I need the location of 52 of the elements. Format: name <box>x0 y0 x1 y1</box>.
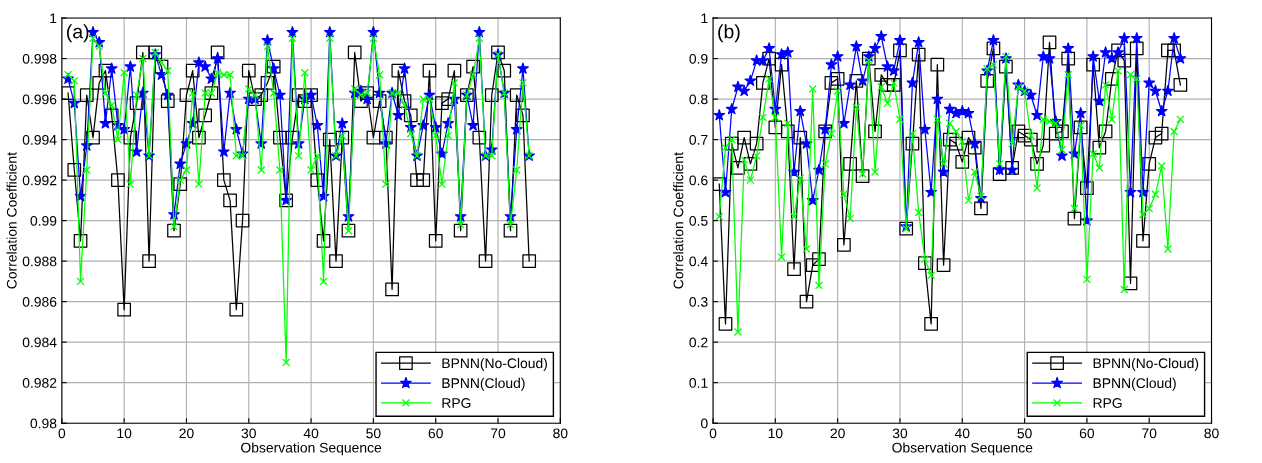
y-axis-title: Correlation Coefficient <box>673 152 684 289</box>
x-tick-label: 80 <box>553 428 568 439</box>
legend-label: RPG <box>1093 398 1122 408</box>
y-tick-label: 0.998 <box>22 53 57 64</box>
annotation: (a) <box>67 24 89 43</box>
legend-label: RPG <box>442 398 471 408</box>
x-tick-label: 0 <box>709 428 717 439</box>
legend-label: BPNN(Cloud) <box>442 377 525 391</box>
y-tick-label: 0.9 <box>689 53 708 64</box>
y-tick-label: 0.988 <box>22 256 57 267</box>
legend-label: BPNN(Cloud) <box>1093 377 1176 391</box>
x-tick-label: 60 <box>428 428 443 439</box>
y-tick-label: 0.5 <box>689 215 708 226</box>
y-tick-label: 0.984 <box>22 337 57 348</box>
x-tick-label: 70 <box>1142 428 1157 439</box>
x-axis-title: Observation Sequence <box>892 442 1033 456</box>
x-tick-label: 40 <box>303 428 319 439</box>
y-tick-label: 0.4 <box>689 256 708 267</box>
y-tick-label: 0.7 <box>689 134 708 145</box>
legend-label: BPNN(No-Cloud) <box>1093 357 1199 371</box>
legend-label: BPNN(No-Cloud) <box>442 357 547 371</box>
x-tick-label: 20 <box>830 428 845 439</box>
x-tick-label: 10 <box>768 428 783 439</box>
y-tick-label: 0.986 <box>22 296 57 307</box>
y-tick-label: 0.99 <box>30 215 57 226</box>
y-tick-label: 1 <box>701 13 708 24</box>
x-tick-label: 50 <box>366 428 381 439</box>
x-tick-label: 80 <box>1204 428 1219 439</box>
y-tick-label: 0.992 <box>22 175 57 186</box>
x-tick-label: 30 <box>892 428 908 439</box>
y-tick-label: 0.982 <box>22 378 57 388</box>
x-tick-label: 70 <box>491 428 506 439</box>
x-tick-label: 30 <box>241 428 256 439</box>
x-tick-label: 0 <box>58 428 66 439</box>
annotation: (b) <box>718 24 740 43</box>
y-tick-label: 1 <box>50 13 57 24</box>
y-tick-label: 0.2 <box>689 337 708 348</box>
y-tick-label: 0.996 <box>22 94 57 105</box>
x-tick-label: 20 <box>179 428 194 439</box>
y-tick-label: 0.98 <box>30 418 57 429</box>
y-tick-label: 0.994 <box>22 134 57 145</box>
y-tick-label: 0.8 <box>689 94 708 105</box>
x-axis-title: Observation Sequence <box>241 442 382 456</box>
y-tick-label: 0.6 <box>689 175 708 186</box>
y-tick-label: 0.3 <box>689 296 708 307</box>
x-tick-label: 10 <box>117 428 132 439</box>
y-axis-title: Correlation Coefficient <box>6 152 17 289</box>
x-tick-label: 60 <box>1079 428 1095 439</box>
x-tick-label: 40 <box>954 428 970 439</box>
y-tick-label: 0.1 <box>689 378 708 388</box>
y-tick-label: 0 <box>700 418 708 429</box>
x-tick-label: 50 <box>1017 428 1032 439</box>
